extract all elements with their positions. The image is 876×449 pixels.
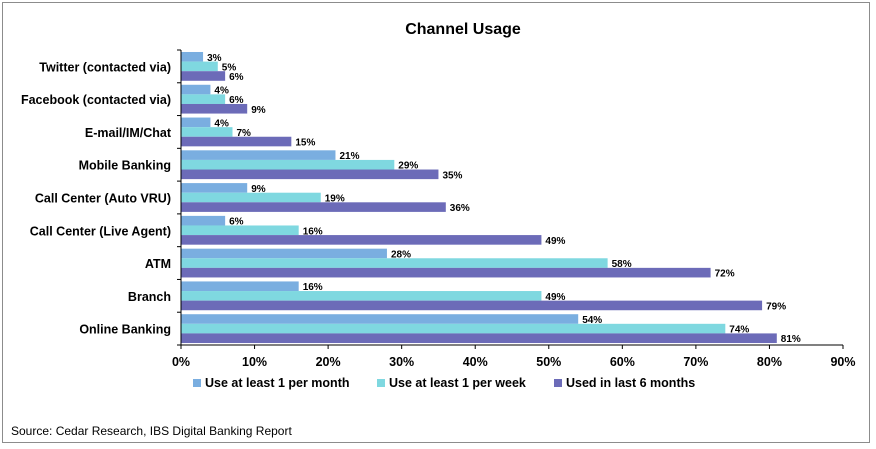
category-label: Mobile Banking <box>79 159 171 173</box>
bar <box>181 117 211 128</box>
category-label: Call Center (Auto VRU) <box>35 192 171 206</box>
data-label: 79% <box>766 301 786 312</box>
x-tick-label: 90% <box>830 355 855 369</box>
category-label: Twitter (contacted via) <box>39 60 171 74</box>
data-label: 4% <box>214 86 229 97</box>
data-label: 36% <box>450 203 470 214</box>
bar <box>181 183 248 193</box>
bar <box>181 127 233 137</box>
x-tick-label: 60% <box>610 355 635 369</box>
bar <box>181 248 387 259</box>
bar <box>181 71 226 81</box>
category-label: Call Center (Live Agent) <box>30 224 171 238</box>
x-tick-label: 20% <box>316 355 341 369</box>
data-label: 9% <box>251 184 266 195</box>
bar <box>181 61 218 72</box>
data-label: 21% <box>339 151 359 162</box>
bar <box>181 159 395 170</box>
legend-label: Used in last 6 months <box>566 376 695 390</box>
x-tick-label: 50% <box>536 355 561 369</box>
chart-frame: Channel Usage 3% 5% 6% 4% 6% 9% 4% 7% 15% 21% 29% 3… <box>2 2 870 443</box>
data-label: 29% <box>398 161 418 172</box>
bar <box>181 291 542 301</box>
data-label: 49% <box>545 292 565 303</box>
data-label: 5% <box>222 62 237 73</box>
data-label: 49% <box>545 236 565 247</box>
legend: Use at least 1 per month Use at least 1 p… <box>193 376 695 390</box>
bar <box>181 258 608 268</box>
data-label: 81% <box>781 334 801 345</box>
bar <box>181 267 711 278</box>
bar <box>181 235 542 245</box>
data-label: 16% <box>303 282 323 293</box>
bar <box>181 103 248 114</box>
source-note: Source: Cedar Research, IBS Digital Bank… <box>11 424 292 438</box>
bar <box>181 333 777 344</box>
legend-swatch <box>554 379 562 387</box>
data-label: 7% <box>236 128 251 139</box>
bar <box>181 281 299 292</box>
data-label: 3% <box>207 53 222 64</box>
category-label: Online Banking <box>79 323 171 337</box>
bar <box>181 300 763 311</box>
x-tick-label: 70% <box>683 355 708 369</box>
data-label: 4% <box>214 118 229 129</box>
bar <box>181 225 299 236</box>
category-label: ATM <box>145 257 171 271</box>
x-axis: 0% 10% 20% 30% 40% 50% 60% 70% 80% 90% <box>172 49 856 369</box>
x-tick-label: 40% <box>463 355 488 369</box>
bar <box>181 84 211 95</box>
data-label: 16% <box>303 226 323 237</box>
data-label: 15% <box>295 138 315 149</box>
data-label: 6% <box>229 95 244 106</box>
channel-usage-chart: Channel Usage 3%5%6%4%6%9%4%7%15%21%29%3… <box>21 21 856 390</box>
data-label: 9% <box>251 105 266 116</box>
data-label: 19% <box>325 194 345 205</box>
category-label: E-mail/IM/Chat <box>85 126 172 140</box>
bar <box>181 51 204 62</box>
data-label: 54% <box>582 315 602 326</box>
x-tick-label: 30% <box>389 355 414 369</box>
data-label: 58% <box>612 259 632 270</box>
data-label: 72% <box>715 269 735 280</box>
bar <box>181 150 336 160</box>
bar <box>181 202 446 212</box>
category-label: Facebook (contacted via) <box>21 93 171 107</box>
category-labels: Twitter (contacted via) Facebook (contact… <box>21 60 172 336</box>
x-tick-label: 0% <box>172 355 190 369</box>
data-label: 28% <box>391 249 411 260</box>
chart-title: Channel Usage <box>405 21 521 38</box>
legend-label: Use at least 1 per week <box>389 376 526 390</box>
x-tick-label: 80% <box>757 355 782 369</box>
data-label: 6% <box>229 217 244 228</box>
bar <box>181 314 579 324</box>
bar <box>181 169 439 180</box>
bars-layer: 3%5%6%4%6%9%4%7%15%21%29%35%9%19%36%6%16… <box>181 51 801 345</box>
data-label: 6% <box>229 72 244 83</box>
category-label: Branch <box>128 290 171 304</box>
legend-swatch <box>377 379 385 387</box>
data-label: 74% <box>729 325 749 336</box>
legend-label: Use at least 1 per month <box>205 376 350 390</box>
bar <box>181 94 226 104</box>
bar <box>181 136 292 147</box>
data-label: 35% <box>442 170 462 181</box>
x-tick-label: 10% <box>242 355 267 369</box>
bar <box>181 215 226 226</box>
legend-swatch <box>193 379 201 387</box>
bar <box>181 192 321 203</box>
bar <box>181 323 726 334</box>
